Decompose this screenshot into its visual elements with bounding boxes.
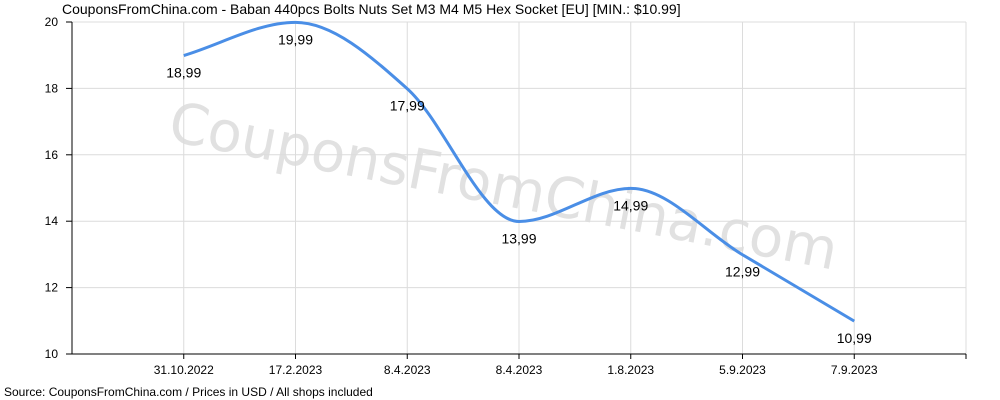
grid-lines: [72, 21, 967, 354]
x-tick-label-2: 8.4.2023: [384, 363, 431, 377]
data-label-4: 14,99: [613, 197, 648, 213]
chart-title: CouponsFromChina.com - Baban 440pcs Bolt…: [62, 1, 681, 17]
x-tick-label-1: 17.2.2023: [269, 363, 323, 377]
data-label-6: 10,99: [837, 330, 872, 346]
x-axis-ticks: 31.10.2022 17.2.2023 8.4.2023 8.4.2023 1.8.2…: [154, 354, 967, 377]
y-tick-label-2: 14: [45, 214, 59, 228]
x-tick-label-6: 7.9.2023: [831, 363, 878, 377]
data-labels: 18,99 19,99 17,99 13,99 14,99 12,99 10,99: [166, 31, 872, 346]
data-label-3: 13,99: [501, 231, 536, 247]
data-label-2: 17,99: [390, 98, 425, 114]
x-tick-label-4: 1.8.2023: [607, 363, 654, 377]
footer-source: Source: CouponsFromChina.com / Prices in…: [4, 385, 373, 399]
y-tick-label-4: 18: [45, 81, 59, 95]
data-label-5: 12,99: [725, 264, 760, 280]
x-tick-label-5: 5.9.2023: [719, 363, 766, 377]
y-tick-label-3: 16: [45, 148, 59, 162]
y-tick-label-1: 12: [45, 281, 59, 295]
price-line: [183, 20, 856, 323]
y-tick-label-5: 20: [45, 15, 59, 29]
data-label-1: 19,99: [278, 31, 313, 47]
y-tick-label-0: 10: [45, 347, 59, 361]
x-tick-label-0: 31.10.2022: [154, 363, 214, 377]
data-label-0: 18,99: [166, 65, 201, 81]
y-axis-ticks: 10 12 14 16 18 20: [45, 15, 72, 361]
x-tick-label-3: 8.4.2023: [496, 363, 543, 377]
